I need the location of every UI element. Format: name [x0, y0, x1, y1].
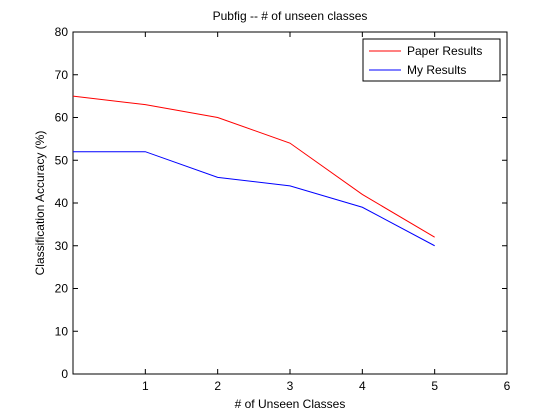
legend-box: [362, 38, 501, 82]
y-tick-label: 60: [55, 111, 69, 125]
y-tick-label: 40: [55, 196, 69, 210]
series-line-2: [73, 151, 435, 247]
x-tick-label: 2: [214, 379, 221, 393]
y-axis-label: Classification Accuracy (%): [33, 131, 47, 276]
series-line-1: [72, 95, 435, 238]
y-tick-label: 70: [55, 68, 69, 82]
axes-box: [72, 31, 508, 375]
x-tick-label: 1: [142, 379, 149, 393]
x-tick-label: 5: [431, 379, 438, 393]
y-tick-label: 30: [55, 239, 69, 253]
chart-title: Pubfig -- # of unseen classes: [213, 9, 368, 23]
y-tick-label: 20: [55, 282, 69, 296]
x-axis-label: # of Unseen Classes: [235, 397, 346, 411]
y-tick-label: 10: [55, 324, 69, 338]
y-tick-label: 50: [55, 153, 69, 167]
y-tick-label: 80: [55, 25, 69, 39]
x-tick-label: 4: [359, 379, 366, 393]
legend-label: My Results: [407, 63, 466, 77]
y-tick-label: 0: [61, 367, 68, 381]
x-tick-label: 3: [287, 379, 294, 393]
plot-area: 0 10 20 30 40 50 60 70 80 1 2 3 4 5 6 Paper Results My R…: [55, 25, 511, 393]
x-tick-label: 6: [504, 379, 511, 393]
legend-label: Paper Results: [407, 44, 482, 58]
